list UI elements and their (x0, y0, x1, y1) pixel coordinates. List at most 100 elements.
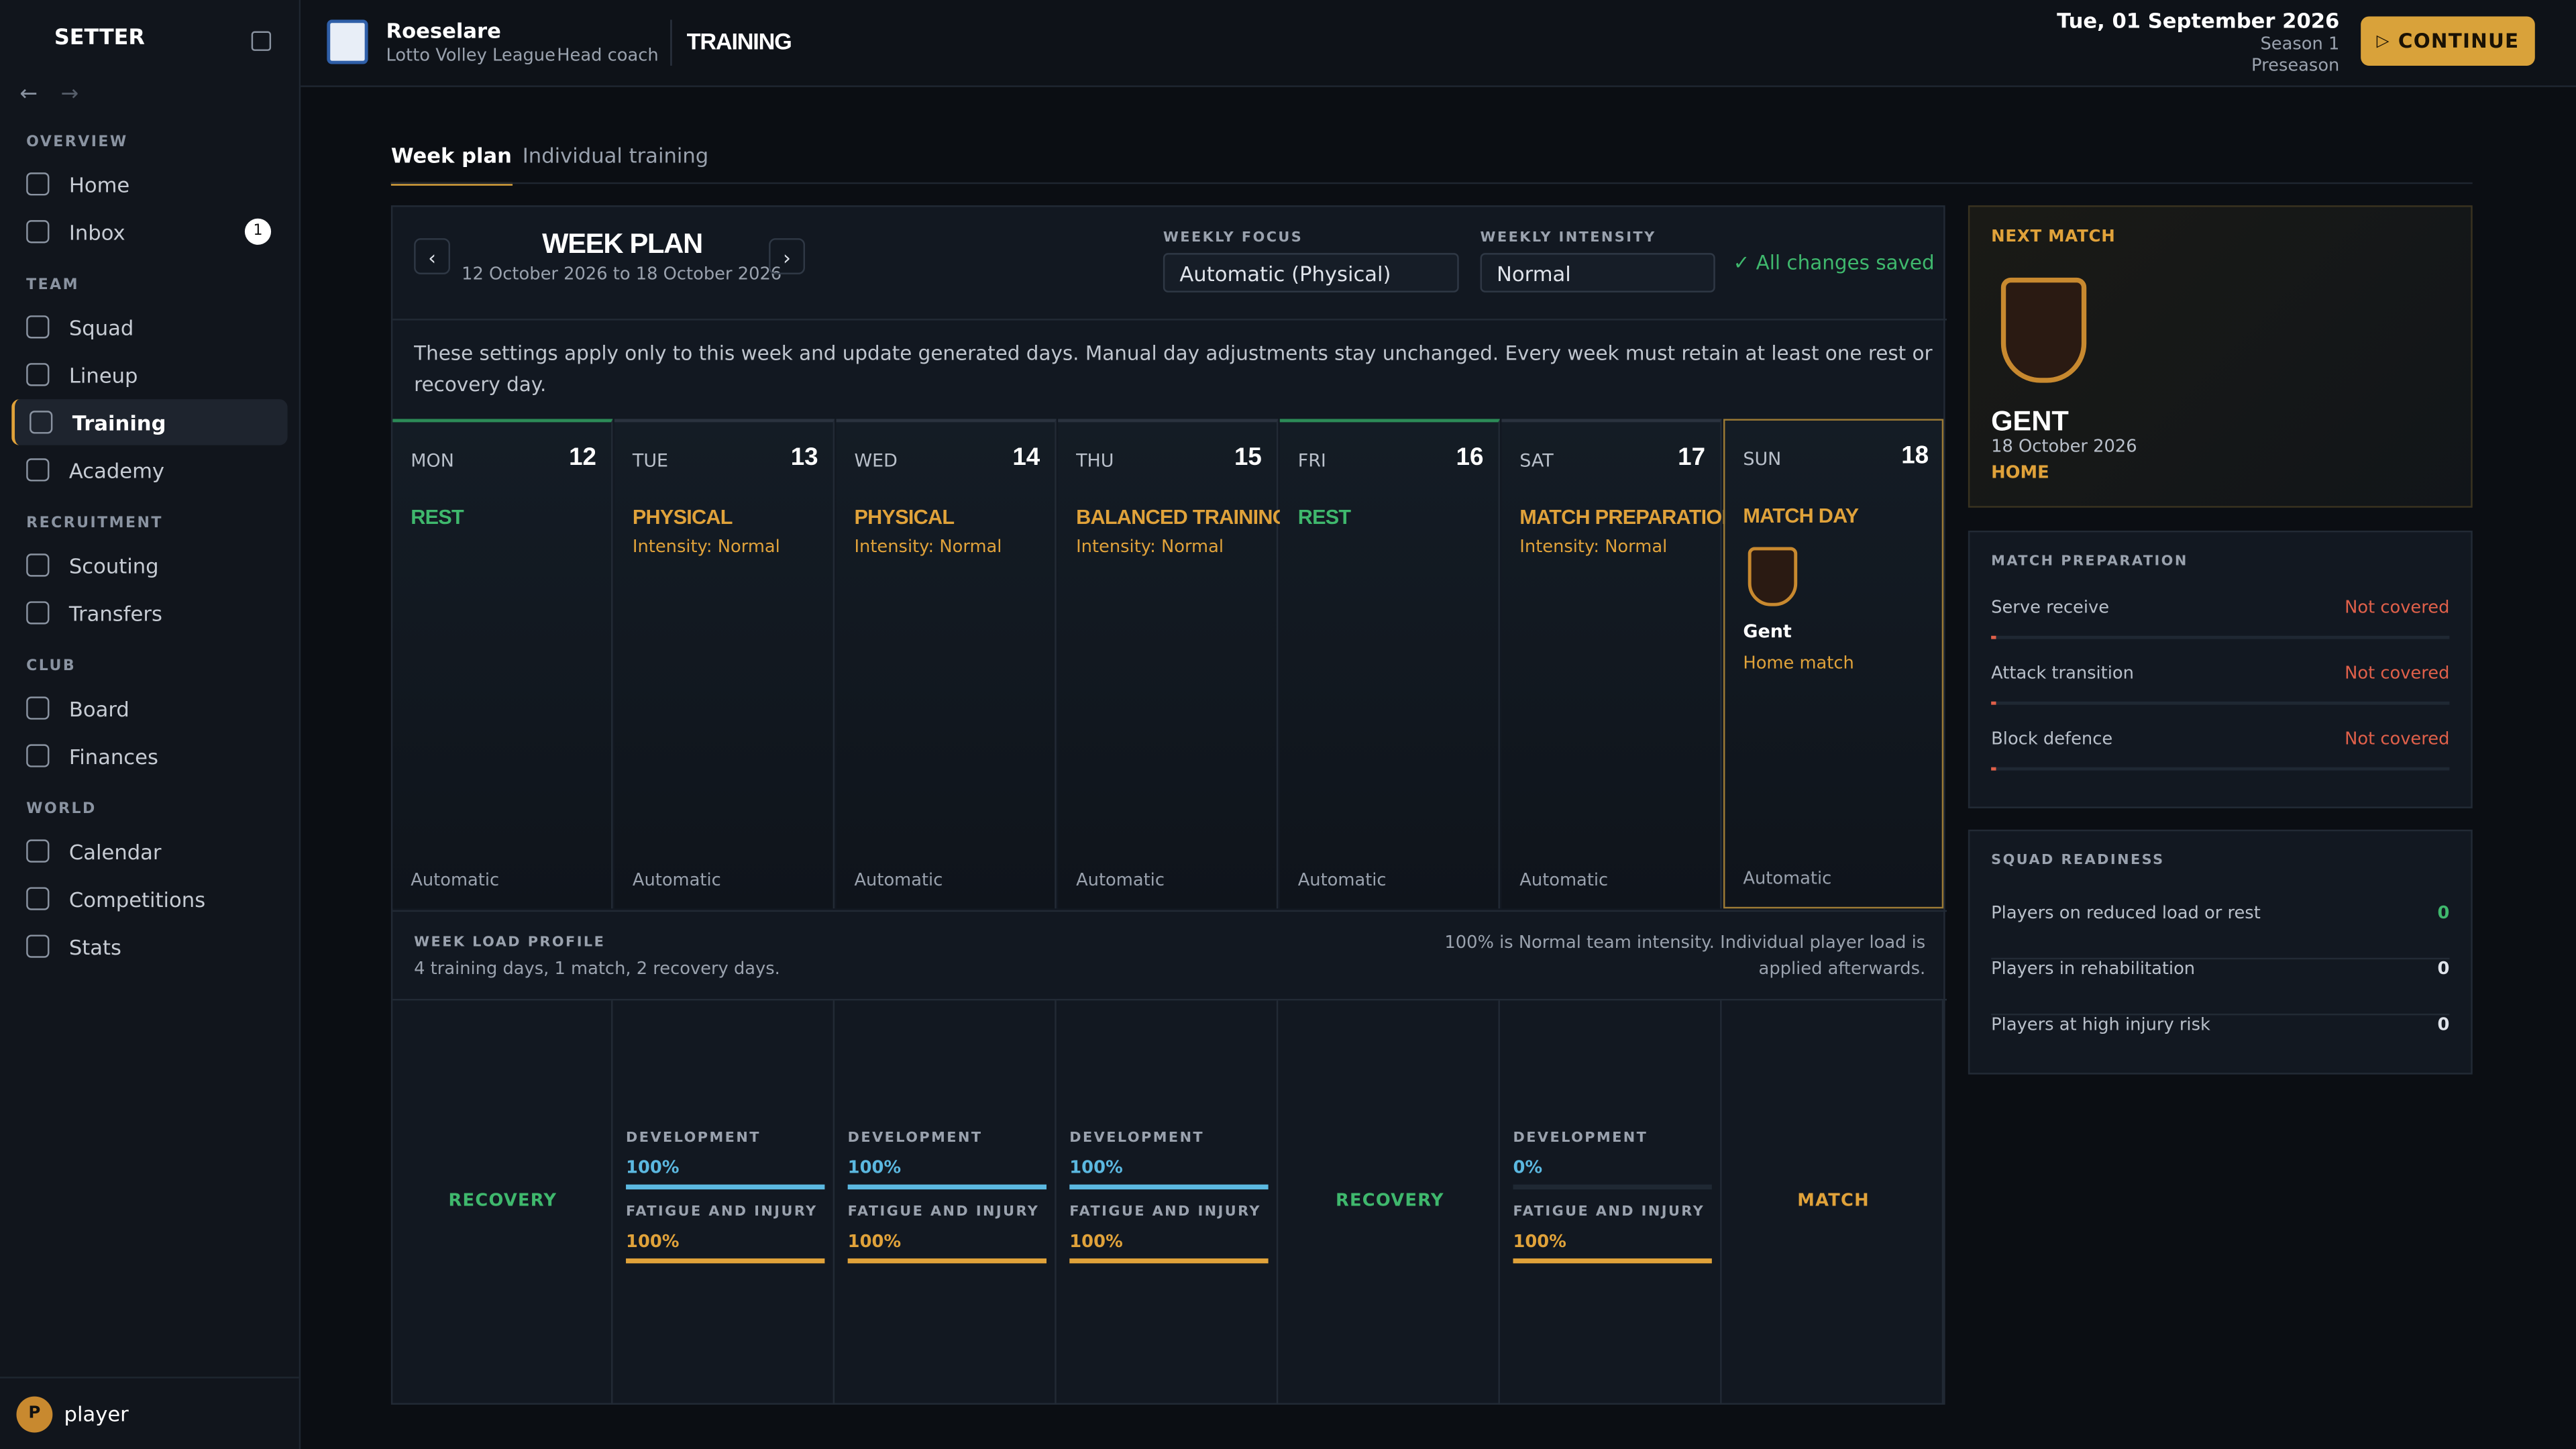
opponent: Gent (1743, 621, 1792, 643)
load-note: 100% is Normal team intensity. Individua… (1444, 933, 1926, 979)
day-type: PHYSICAL (854, 506, 955, 529)
week-range: 12 October 2026 to 18 October 2026 (462, 264, 782, 284)
day-card[interactable]: SUN 18 MATCH DAY Gent Home match Automatic (1723, 419, 1944, 909)
day-name: FRI (1297, 450, 1326, 472)
intensity-dropdown[interactable]: Normal (1480, 253, 1715, 292)
nav-item[interactable]: Calendar (11, 828, 287, 874)
day-type: REST (411, 506, 464, 529)
next-week-button[interactable]: › (769, 238, 806, 274)
prev-week-button[interactable]: ‹ (414, 238, 451, 274)
development-label: DEVELOPMENT (1069, 1130, 1205, 1147)
nav-label: Scouting (68, 553, 159, 578)
nav-icon (30, 411, 53, 434)
nav-item[interactable]: Inbox 1 (11, 209, 287, 255)
load-title: WEEK LOAD PROFILE (414, 934, 606, 951)
readiness-line: Players at high injury risk 0 (1991, 1015, 2449, 1034)
nav-item[interactable]: Competitions (11, 875, 287, 922)
fatigue-track (1513, 1258, 1712, 1264)
nav-item[interactable]: Academy (11, 447, 287, 493)
development-bar (1069, 1184, 1269, 1190)
development-label: DEVELOPMENT (626, 1130, 761, 1147)
nav-icon (26, 315, 50, 339)
title: MATCH PREPARATION (1991, 553, 2188, 570)
nav-item[interactable]: Transfers (11, 590, 287, 636)
prep-line: Block defence Not covered (1991, 729, 2449, 749)
nav-item[interactable]: Board (11, 685, 287, 731)
continue-label: CONTINUE (2398, 30, 2520, 53)
day-card[interactable]: TUE 13 PHYSICAL Intensity: Normal Automatic (614, 419, 835, 909)
nav-item[interactable]: Lineup (11, 352, 287, 398)
tab[interactable]: Week plan (390, 143, 512, 186)
user-name[interactable]: player (64, 1401, 129, 1426)
readiness-line: Players on reduced load or rest 0 (1991, 904, 2449, 923)
day-date: 18 (1901, 441, 1929, 470)
nav-label: Training (72, 410, 166, 435)
nav-icon (26, 363, 50, 386)
nav-item[interactable]: Training (11, 399, 288, 445)
nav-item[interactable]: Stats (11, 923, 287, 969)
date: Tue, 01 September 2026 (2057, 8, 2340, 33)
continue-button[interactable]: ▷ CONTINUE (2361, 16, 2535, 66)
tab[interactable]: Individual training (522, 143, 709, 168)
brand: SETTER (54, 26, 145, 51)
focus-dropdown[interactable]: Automatic (Physical) (1163, 253, 1459, 292)
divider (0, 1377, 299, 1379)
nav-item[interactable]: Finances (11, 733, 287, 779)
load-label: MATCH (1797, 1191, 1870, 1211)
nav-item[interactable]: Home (11, 161, 287, 207)
collapse-button[interactable] (251, 31, 272, 51)
nav-icon (26, 744, 50, 767)
nav-label: Calendar (68, 839, 162, 863)
day-date: 16 (1456, 443, 1484, 472)
day-mode: Automatic (411, 870, 500, 891)
fatigue-label: FATIGUE AND INJURY (1513, 1204, 1705, 1221)
fatigue-track (847, 1258, 1047, 1264)
load-label: RECOVERY (1335, 1191, 1444, 1211)
nav-label: Board (68, 696, 129, 720)
load-metrics: DEVELOPMENT 100% FATIGUE AND INJURY 100% (1069, 1130, 1269, 1264)
day-name: WED (854, 450, 898, 472)
day-name: SUN (1743, 448, 1782, 470)
prep-row: Serve receive Not covered (1991, 598, 2450, 639)
day-card[interactable]: FRI 16 REST Automatic (1279, 419, 1500, 909)
development-track (1513, 1184, 1712, 1190)
save-status: ✓ All changes saved (1733, 251, 1935, 274)
role: Head coach (557, 46, 659, 66)
nav-icon (26, 839, 50, 863)
readiness-value: 0 (2437, 1015, 2450, 1035)
nav-label: Inbox (68, 219, 125, 244)
development-track (847, 1184, 1047, 1190)
fatigue-bar (847, 1258, 1047, 1264)
fatigue-bar (626, 1258, 825, 1264)
load-metrics: DEVELOPMENT 0% FATIGUE AND INJURY 100% (1513, 1130, 1712, 1264)
opponent: GENT (1991, 405, 2069, 437)
day-type: MATCH DAY (1743, 504, 1859, 528)
fatigue-label: FATIGUE AND INJURY (847, 1204, 1040, 1221)
day-card[interactable]: WED 14 PHYSICAL Intensity: Normal Automatic (836, 419, 1057, 909)
prep-track (1991, 767, 2450, 771)
day-card[interactable]: SAT 17 MATCH PREPARATION Intensity: Normal A… (1501, 419, 1737, 909)
note: These settings apply only to this week a… (414, 341, 1933, 395)
sidebar: SETTER ← → OVERVIEW Home Inbox 1 TEAM Squad Lineu… (0, 0, 301, 1449)
prep-row: Attack transition Not covered (1991, 663, 2450, 705)
nav-item[interactable]: Squad (11, 304, 287, 350)
development-track (626, 1184, 825, 1190)
development-label: DEVELOPMENT (1513, 1130, 1648, 1147)
readiness-value: 0 (2437, 959, 2450, 979)
team-name: Roeselare (386, 17, 501, 43)
nav-label: Home (68, 171, 130, 197)
nav-item[interactable]: Scouting (11, 542, 287, 588)
league: Lotto Volley League (386, 46, 555, 66)
opponent-crest (2000, 277, 2087, 383)
day-card[interactable]: MON 12 REST Automatic (392, 419, 613, 909)
title: SQUAD READINESS (1991, 853, 2165, 869)
back-button[interactable]: ← (19, 82, 38, 107)
development-bar (847, 1184, 1047, 1190)
nav-label: Lineup (68, 362, 138, 387)
nav-label: Academy (68, 458, 165, 482)
week-plan-panel: ‹ WEEK PLAN 12 October 2026 to 18 October … (390, 205, 1947, 1405)
day-card[interactable]: THU 15 BALANCED TRAINING Intensity: Normal A… (1058, 419, 1289, 909)
forward-button[interactable]: → (60, 82, 79, 107)
nav-label: Stats (68, 934, 122, 959)
